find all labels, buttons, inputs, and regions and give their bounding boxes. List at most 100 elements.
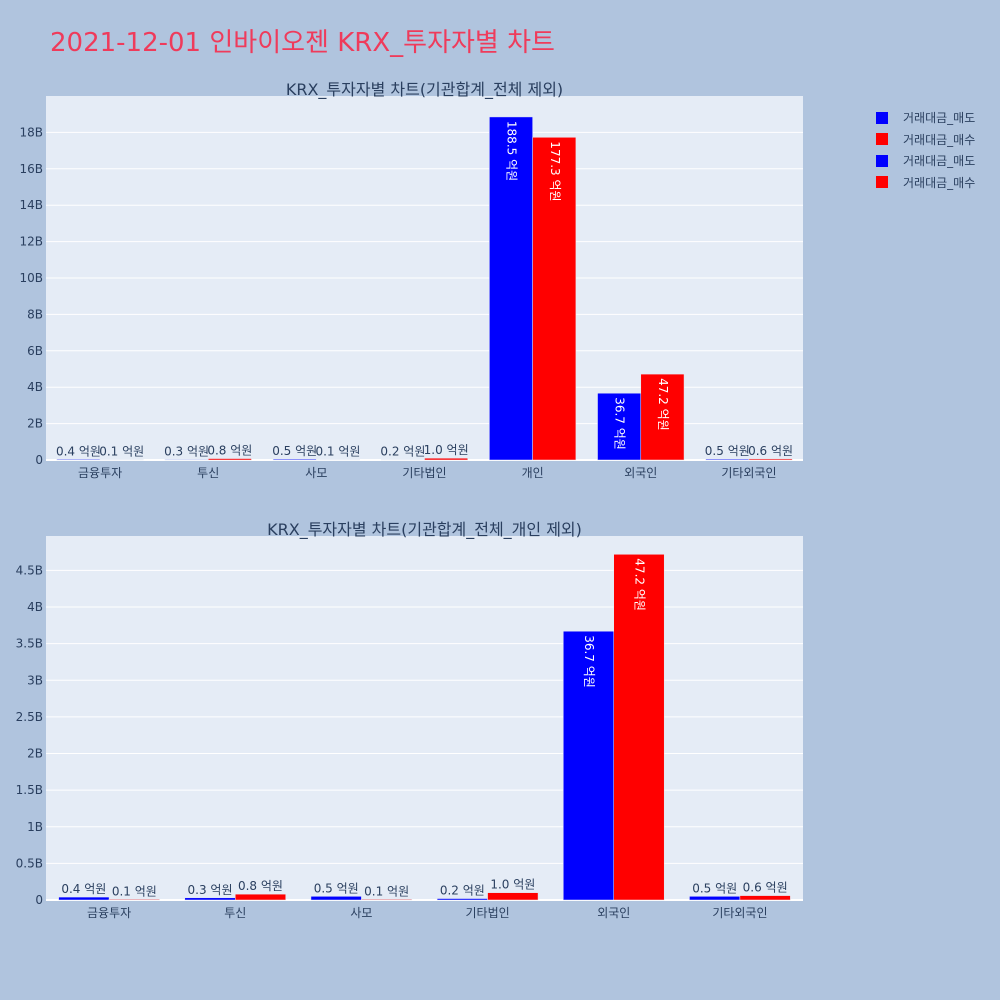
bar bbox=[58, 896, 110, 901]
data-label: 188.5 억원 bbox=[505, 121, 519, 181]
y-tick-label: 3.5B bbox=[16, 637, 43, 651]
bar bbox=[689, 896, 741, 901]
legend-item[interactable]: 거래대금_매수 bbox=[876, 129, 975, 151]
data-label: 0.1 억원 bbox=[99, 445, 144, 459]
y-tick-label: 4B bbox=[27, 380, 43, 394]
y-tick-label: 6B bbox=[27, 344, 43, 358]
x-tick-label: 사모 bbox=[350, 906, 372, 920]
data-label: 0.8 억원 bbox=[207, 444, 252, 458]
legend-swatch bbox=[876, 111, 888, 124]
data-label: 47.2 억원 bbox=[632, 558, 646, 611]
bar bbox=[640, 373, 685, 461]
legend-item[interactable]: 거래대금_매도 bbox=[876, 107, 975, 129]
bar bbox=[56, 459, 101, 461]
bar bbox=[108, 899, 160, 901]
x-tick-label: 개인 bbox=[522, 466, 544, 480]
data-label: 0.1 억원 bbox=[112, 884, 157, 898]
y-tick-label: 1.5B bbox=[16, 783, 43, 797]
legend-item[interactable]: 거래대금_매수 bbox=[876, 172, 975, 194]
y-tick-label: 2B bbox=[27, 417, 43, 431]
y-tick-label: 4B bbox=[27, 600, 43, 614]
legend[interactable]: 거래대금_매도 거래대금_매수 거래대금_매도 거래대금_매수 bbox=[876, 107, 975, 193]
x-tick-label: 사모 bbox=[305, 466, 327, 480]
bar bbox=[748, 458, 793, 461]
x-tick-label: 투신 bbox=[197, 466, 219, 480]
y-tick-label: 16B bbox=[19, 162, 43, 176]
y-tick-label: 8B bbox=[27, 307, 43, 321]
page-title: 2021-12-01 인바이오젠 KRX_투자자별 차트 bbox=[50, 28, 555, 58]
bar bbox=[184, 897, 236, 901]
y-tick-label: 12B bbox=[19, 235, 43, 249]
data-label: 36.7 억원 bbox=[582, 635, 596, 688]
data-label: 0.1 억원 bbox=[364, 884, 409, 898]
data-label: 0.4 억원 bbox=[56, 444, 101, 458]
data-label: 0.2 억원 bbox=[380, 445, 425, 459]
x-tick-label: 금융투자 bbox=[78, 466, 122, 480]
bar bbox=[597, 392, 642, 461]
bar bbox=[272, 458, 317, 461]
chart-title: KRX_투자자별 차트(기관합계_전체 제외) bbox=[286, 80, 563, 100]
y-tick-label: 0 bbox=[35, 453, 43, 467]
data-label: 0.3 억원 bbox=[188, 883, 233, 897]
chart-title: KRX_투자자별 차트(기관합계_전체_개인 제외) bbox=[267, 520, 582, 540]
x-tick-label: 투신 bbox=[224, 906, 246, 920]
y-tick-label: 10B bbox=[19, 271, 43, 285]
y-tick-label: 3B bbox=[27, 673, 43, 687]
data-label: 0.5 억원 bbox=[692, 881, 737, 895]
bar bbox=[235, 893, 286, 901]
x-tick-label: 외국인 bbox=[624, 466, 657, 480]
legend-label: 거래대금_매도 bbox=[903, 111, 976, 126]
y-tick-label: 18B bbox=[19, 125, 43, 139]
y-tick-label: 0 bbox=[35, 893, 43, 907]
plot-area bbox=[46, 536, 803, 900]
bar bbox=[436, 898, 488, 901]
data-label: 1.0 억원 bbox=[424, 443, 469, 457]
data-label: 0.4 억원 bbox=[61, 882, 106, 896]
legend-label: 거래대금_매수 bbox=[903, 132, 976, 147]
legend-swatch bbox=[876, 176, 888, 189]
y-tick-label: 2B bbox=[27, 747, 43, 761]
data-label: 1.0 억원 bbox=[490, 878, 535, 892]
data-label: 0.5 억원 bbox=[272, 444, 317, 458]
bar bbox=[380, 459, 425, 461]
bar bbox=[489, 116, 533, 461]
x-tick-label: 기타외국인 bbox=[721, 466, 776, 480]
bar bbox=[316, 459, 360, 461]
data-label: 177.3 억원 bbox=[548, 141, 562, 201]
x-tick-label: 기타법인 bbox=[402, 466, 446, 480]
y-tick-label: 0.5B bbox=[16, 856, 43, 870]
data-label: 0.3 억원 bbox=[164, 444, 209, 458]
bar bbox=[487, 892, 539, 901]
x-tick-label: 기타법인 bbox=[465, 906, 509, 920]
y-tick-label: 1B bbox=[27, 820, 43, 834]
legend-swatch bbox=[876, 133, 888, 146]
data-label: 0.8 억원 bbox=[238, 879, 283, 893]
x-tick-label: 기타외국인 bbox=[712, 906, 767, 920]
y-tick-label: 2.5B bbox=[16, 710, 43, 724]
data-label: 0.2 억원 bbox=[440, 884, 485, 898]
data-label: 36.7 억원 bbox=[613, 397, 627, 450]
legend-item[interactable]: 거래대금_매도 bbox=[876, 150, 975, 172]
bar bbox=[207, 458, 252, 461]
bar bbox=[99, 459, 144, 461]
data-label: 47.2 억원 bbox=[656, 378, 670, 431]
legend-swatch bbox=[876, 154, 888, 167]
data-label: 0.5 억원 bbox=[705, 444, 750, 458]
x-tick-label: 외국인 bbox=[597, 906, 630, 920]
bar bbox=[424, 457, 469, 461]
legend-label: 거래대금_매도 bbox=[903, 154, 976, 169]
bar bbox=[613, 554, 665, 901]
data-label: 0.6 억원 bbox=[743, 881, 788, 895]
bar bbox=[361, 899, 413, 901]
y-tick-label: 4.5B bbox=[16, 563, 43, 577]
bar bbox=[310, 896, 362, 901]
x-tick-label: 금융투자 bbox=[87, 906, 131, 920]
bar bbox=[705, 458, 750, 461]
legend-label: 거래대금_매수 bbox=[903, 175, 976, 190]
bar bbox=[164, 459, 209, 461]
data-label: 0.6 억원 bbox=[748, 444, 793, 458]
data-label: 0.1 억원 bbox=[315, 445, 360, 459]
bar bbox=[532, 137, 577, 461]
data-label: 0.5 억원 bbox=[314, 881, 359, 895]
